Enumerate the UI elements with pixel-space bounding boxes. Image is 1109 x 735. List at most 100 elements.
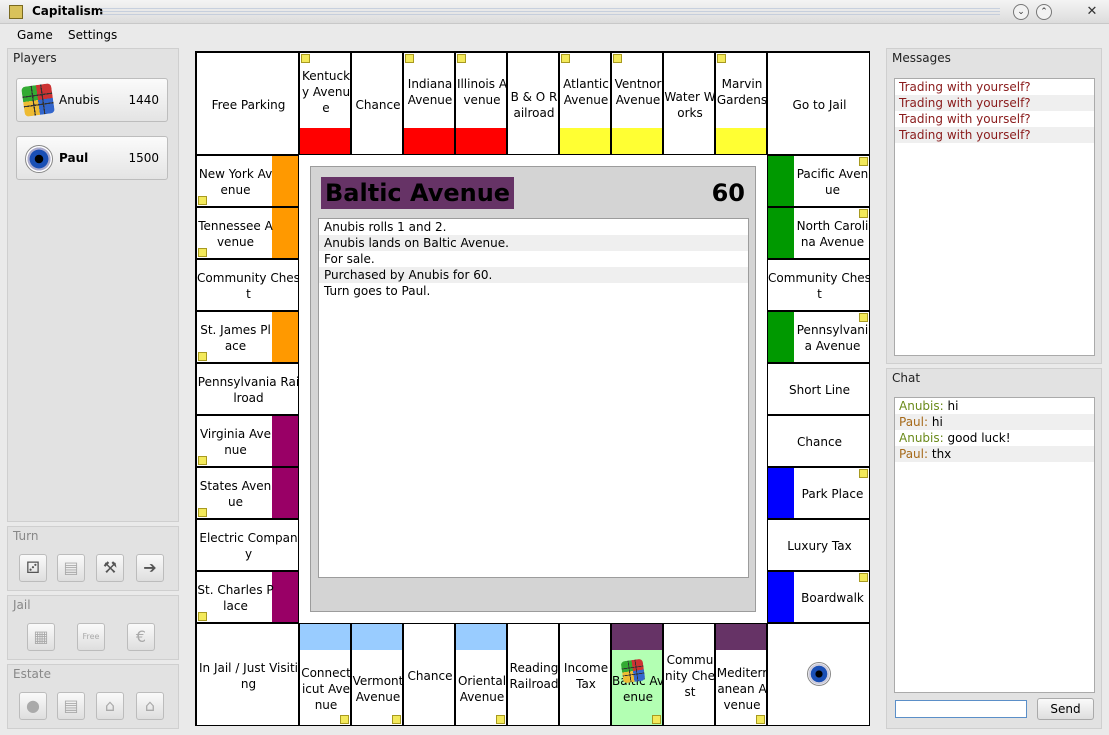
deed-icon[interactable]: ▤ xyxy=(57,692,85,720)
dice-icon[interactable]: ⚂ xyxy=(19,554,47,582)
color-band xyxy=(612,128,662,154)
space-name: Pacific Avenue xyxy=(796,167,869,197)
space-name: Chance xyxy=(797,435,842,449)
menu-game[interactable]: Game xyxy=(17,28,53,42)
note-icon xyxy=(457,54,466,63)
board-space-chance[interactable]: Chance xyxy=(767,415,870,467)
title-bar: Capitalism ⌄ ⌃ ✕ xyxy=(0,0,1109,24)
estate-title: Baltic Avenue xyxy=(321,177,515,209)
board-space-community-chest[interactable]: Community Chest xyxy=(663,623,715,726)
note-icon xyxy=(198,612,207,621)
color-band xyxy=(272,572,298,622)
app-icon xyxy=(9,5,23,19)
message-line: Trading with yourself? xyxy=(899,80,1031,94)
board-space-boardwalk[interactable]: Boardwalk xyxy=(767,571,870,623)
menu-settings[interactable]: Settings xyxy=(68,28,118,42)
close-button[interactable]: ✕ xyxy=(1086,4,1098,19)
jail-panel-title: Jail xyxy=(13,598,31,612)
color-band xyxy=(300,624,350,650)
sell-house-icon[interactable]: ⌂ xyxy=(136,692,164,720)
player-token-anubis xyxy=(620,658,646,684)
board-space-illinois-avenue[interactable]: Illinois Avenue xyxy=(455,52,507,155)
board-space-indiana-avenue[interactable]: Indiana Avenue xyxy=(403,52,455,155)
board-space-oriental-avenue[interactable]: Oriental Avenue xyxy=(455,623,507,726)
board-space-community-chest[interactable]: Community Chest xyxy=(196,259,299,311)
board-space-mediterranean-avenue[interactable]: Mediterranean Avenue xyxy=(715,623,767,726)
note-icon xyxy=(496,715,505,724)
board-space-st-charles-place[interactable]: St. Charles Place xyxy=(196,571,299,623)
deed-icon[interactable]: ▤ xyxy=(57,554,85,582)
chat-author: Paul: xyxy=(899,447,929,461)
player-card-paul[interactable]: Paul 1500 xyxy=(16,136,168,180)
board-space-pennsylvania-railroad[interactable]: Pennsylvania Railroad xyxy=(196,363,299,415)
chat-input[interactable] xyxy=(895,700,1027,718)
board-space-ventnor-avenue[interactable]: Ventnor Avenue xyxy=(611,52,663,155)
messages-list: Trading with yourself? Trading with your… xyxy=(894,78,1095,356)
auction-hammer-icon[interactable]: ⚒ xyxy=(96,554,124,582)
log-line: Anubis rolls 1 and 2. xyxy=(324,220,447,234)
minimize-button[interactable]: ⌄ xyxy=(1013,4,1029,20)
maximize-button[interactable]: ⌃ xyxy=(1036,4,1052,20)
board-space-st-james-place[interactable]: St. James Place xyxy=(196,311,299,363)
send-button[interactable]: Send xyxy=(1037,698,1094,720)
board-space-connecticut-avenue[interactable]: Connecticut Avenue xyxy=(299,623,351,726)
board-space-virginia-avenue[interactable]: Virginia Avenue xyxy=(196,415,299,467)
board-space-water-works[interactable]: Water Works xyxy=(663,52,715,155)
message-line: Trading with yourself? xyxy=(899,112,1031,126)
board-space-chance[interactable]: Chance xyxy=(403,623,455,726)
board-space-marvin-gardens[interactable]: Marvin Gardens xyxy=(715,52,767,155)
color-band xyxy=(768,468,794,518)
euro-icon[interactable]: € xyxy=(127,623,155,651)
board-space-income-tax[interactable]: Income Tax xyxy=(559,623,611,726)
space-name: Pennsylvania Railroad xyxy=(197,375,299,405)
board-space-north-carolina-avenue[interactable]: North Carolina Avenue xyxy=(767,207,870,259)
board-space-electric-company[interactable]: Electric Company xyxy=(196,519,299,571)
players-panel-title: Players xyxy=(13,51,57,65)
note-icon xyxy=(859,157,868,166)
board-space-luxury-tax[interactable]: Luxury Tax xyxy=(767,519,870,571)
player-card-anubis[interactable]: Anubis 1440 xyxy=(16,78,168,122)
color-band xyxy=(404,128,454,154)
color-band xyxy=(272,468,298,518)
color-band xyxy=(612,624,662,650)
buy-house-icon[interactable]: ⌂ xyxy=(96,692,124,720)
board-space-states-avenue[interactable]: States Avenue xyxy=(196,467,299,519)
board-space-new-york-avenue[interactable]: New York Avenue xyxy=(196,155,299,207)
jail-bars-icon[interactable]: ▦ xyxy=(27,623,55,651)
estate-info-panel: Baltic Avenue 60 Anubis rolls 1 and 2. A… xyxy=(310,166,756,612)
board-space-short-line[interactable]: Short Line xyxy=(767,363,870,415)
board-space-chance[interactable]: Chance xyxy=(351,52,403,155)
messages-panel-title: Messages xyxy=(892,51,951,65)
chat-text: hi xyxy=(943,399,959,413)
space-name: St. James Place xyxy=(200,323,271,353)
space-name: Reading Railroad xyxy=(509,660,559,691)
board-space-tennessee-avenue[interactable]: Tennessee Avenue xyxy=(196,207,299,259)
space-name: Marvin Gardens xyxy=(716,76,767,107)
board-space-go-to-jail[interactable]: Go to Jail xyxy=(767,52,870,155)
note-icon xyxy=(859,469,868,478)
chat-author: Anubis: xyxy=(899,399,944,413)
board-space-reading-railroad[interactable]: Reading Railroad xyxy=(507,623,559,726)
note-icon xyxy=(561,54,570,63)
color-band xyxy=(300,128,350,154)
board-space-vermont-avenue[interactable]: Vermont Avenue xyxy=(351,623,403,726)
board-space-free-parking[interactable]: Free Parking xyxy=(196,52,299,155)
board-space-kentucky-avenue[interactable]: Kentucky Avenue xyxy=(299,52,351,155)
player-money: 1440 xyxy=(128,93,159,107)
board-space-community-chest[interactable]: Community Chest xyxy=(767,259,870,311)
color-band xyxy=(272,312,298,362)
end-turn-arrow-icon[interactable]: ➔ xyxy=(136,554,164,582)
free-card-icon[interactable]: Free xyxy=(77,623,105,651)
player-name: Paul xyxy=(59,151,89,165)
board-space-park-place[interactable]: Park Place xyxy=(767,467,870,519)
board-space-atlantic-avenue[interactable]: Atlantic Avenue xyxy=(559,52,611,155)
board-space-pacific-avenue[interactable]: Pacific Avenue xyxy=(767,155,870,207)
board-space-b-o-railroad[interactable]: B & O Railroad xyxy=(507,52,559,155)
board-space-baltic-avenue[interactable]: Baltic Avenue xyxy=(611,623,663,726)
estate-panel: Estate ● ▤ ⌂ ⌂ xyxy=(7,664,179,729)
board-space-pennsylvania-avenue[interactable]: Pennsylvania Avenue xyxy=(767,311,870,363)
space-name: Ventnor Avenue xyxy=(614,76,662,107)
board-space-jail[interactable]: In Jail / Just Visiting xyxy=(196,623,299,726)
mortgage-icon[interactable]: ● xyxy=(19,692,47,720)
space-name: Vermont Avenue xyxy=(352,673,403,704)
